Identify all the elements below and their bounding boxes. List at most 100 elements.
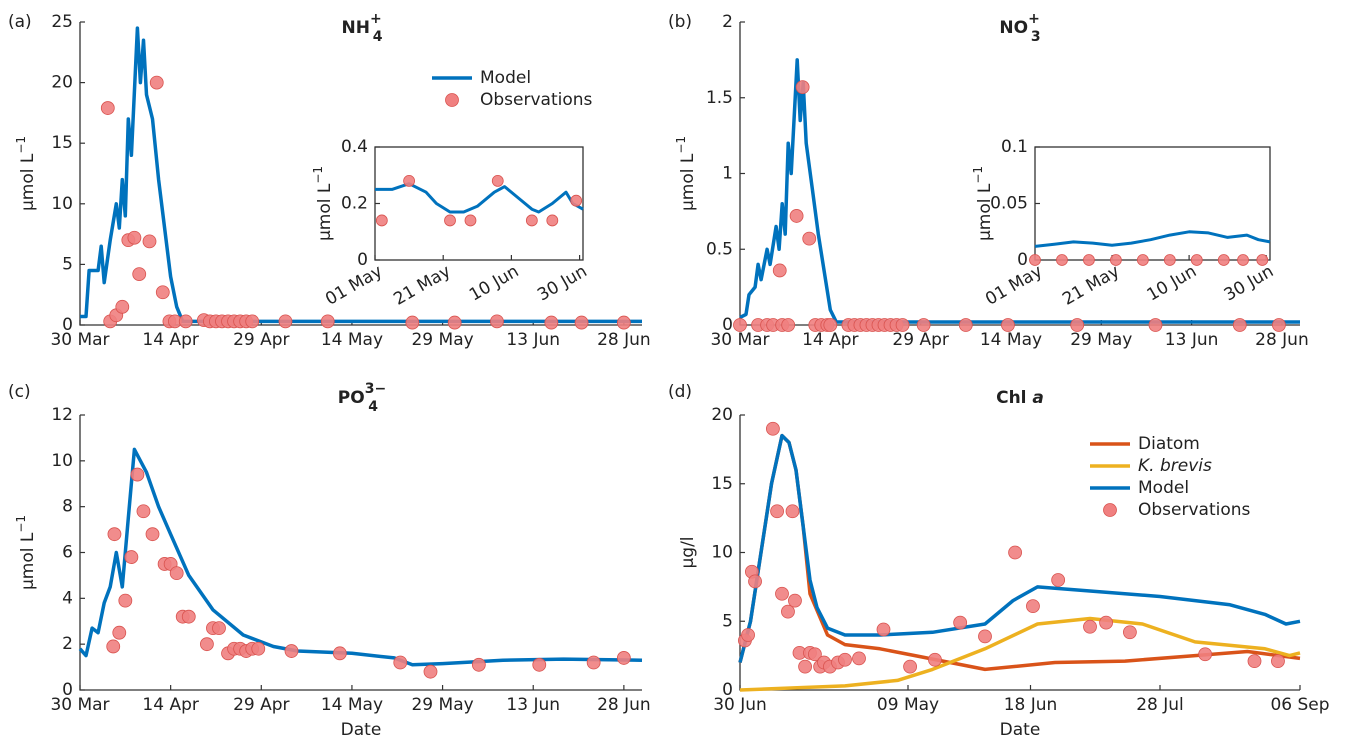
- observation-point: [145, 527, 160, 542]
- chart-title-sup: 3−: [365, 381, 386, 397]
- x-tick-label: 29 May: [1070, 330, 1132, 350]
- observation-point: [958, 318, 973, 332]
- observation-point: [142, 234, 157, 249]
- chart-title-text: PO: [338, 388, 365, 408]
- observation-point: [546, 214, 559, 227]
- x-tick-label: 01 May: [982, 261, 1046, 309]
- y-axis-label-sup: −1: [14, 515, 28, 533]
- x-tick-label: 14 Apr: [802, 330, 858, 350]
- observation-point: [149, 75, 164, 90]
- observation-point: [789, 209, 804, 223]
- y-tick-label: 20: [51, 73, 73, 93]
- observation-point: [1026, 599, 1040, 614]
- observation-point: [278, 314, 293, 329]
- legend-label: Observations: [1138, 500, 1251, 520]
- y-tick-label: 10: [51, 194, 73, 214]
- observation-point: [444, 214, 456, 227]
- observation-point: [155, 285, 170, 300]
- observation-point: [532, 657, 547, 672]
- x-tick-label: 29 May: [411, 695, 473, 715]
- observation-point: [748, 574, 762, 589]
- observation-point: [781, 318, 796, 332]
- x-tick-label: 14 Apr: [142, 695, 198, 715]
- legend-swatch: [445, 93, 459, 107]
- y-tick-label: 12: [51, 405, 73, 425]
- observation-point: [423, 664, 438, 679]
- observation-point: [1217, 254, 1230, 266]
- observation-point: [823, 318, 838, 332]
- observation-point: [471, 657, 486, 672]
- observation-point: [107, 527, 122, 542]
- line-series: [739, 616, 1301, 692]
- y-axis-label: μmol L−1: [674, 136, 699, 211]
- x-tick-label: 29 May: [411, 330, 473, 350]
- observation-point: [136, 504, 151, 519]
- observation-point: [808, 647, 822, 662]
- observation-point: [1099, 615, 1113, 630]
- x-tick-label: 14 May: [321, 330, 383, 350]
- x-tick-label: 10 Jun: [466, 261, 522, 305]
- panel-label: (c): [8, 382, 31, 402]
- observation-point: [132, 267, 147, 281]
- line-series: [375, 182, 584, 214]
- x-tick-label: 29 Apr: [233, 330, 289, 350]
- y-tick-label: 0.5: [706, 239, 733, 259]
- observation-point: [405, 315, 420, 330]
- observation-point: [788, 593, 802, 608]
- chart-title-text: NO: [999, 18, 1028, 38]
- observation-point: [916, 318, 931, 332]
- y-tick-label: 0: [62, 680, 73, 700]
- x-tick-label: 13 Jun: [1165, 330, 1219, 350]
- observation-point: [1271, 654, 1285, 669]
- observation-point: [1198, 647, 1213, 662]
- panel-label: (a): [8, 12, 32, 32]
- observation-point: [490, 314, 504, 329]
- observation-point: [251, 641, 266, 656]
- x-tick-label: 21 May: [1059, 261, 1123, 309]
- panel-label: (b): [668, 12, 692, 32]
- observation-point: [112, 625, 127, 640]
- observation-point: [106, 639, 121, 654]
- observation-point: [115, 299, 130, 314]
- observation-point: [1190, 254, 1203, 266]
- chart-title-sup: +: [1028, 11, 1040, 27]
- x-tick-label: 10 Jun: [1144, 261, 1200, 305]
- x-tick-label: 30 Jun: [534, 261, 590, 305]
- x-tick-label: 28 Jul: [1136, 695, 1184, 715]
- x-axis-label: Date: [1000, 720, 1041, 740]
- y-tick-label: 0: [722, 315, 733, 335]
- legend-label: Model: [1138, 478, 1189, 498]
- y-axis-label-sup: −1: [674, 136, 688, 154]
- observation-point: [1056, 254, 1068, 266]
- y-axis-label: μmol L−1: [14, 136, 39, 211]
- chart-title-sup: +: [370, 11, 382, 27]
- chart-title-text: Chl: [996, 388, 1026, 408]
- y-tick-label: 1.5: [706, 88, 733, 108]
- x-tick-label: 14 Apr: [142, 330, 198, 350]
- line-series: [738, 433, 1301, 663]
- x-tick-label: 30 Jun: [1221, 261, 1277, 305]
- x-axis-label: Date: [341, 720, 382, 740]
- observation-point: [124, 550, 139, 564]
- panel-label: (d): [668, 382, 692, 402]
- observation-point: [1083, 254, 1095, 266]
- observation-point: [491, 174, 504, 187]
- y-tick-label: 15: [51, 133, 73, 153]
- y-axis-label-text: μmol L: [18, 532, 38, 590]
- y-tick-label: 0.05: [990, 194, 1028, 214]
- x-tick-label: 01 May: [322, 261, 386, 309]
- y-tick-label: 6: [62, 543, 73, 563]
- observation-point: [1001, 318, 1015, 332]
- x-tick-label: 30 Mar: [50, 695, 109, 715]
- observation-point: [781, 604, 795, 619]
- observation-point: [1256, 254, 1269, 266]
- x-tick-label: 14 May: [980, 330, 1042, 350]
- line-series: [1034, 230, 1271, 248]
- observation-point: [876, 622, 891, 637]
- observation-point: [772, 263, 787, 278]
- y-tick-label: 8: [62, 497, 73, 517]
- y-tick-label: 0: [1017, 250, 1028, 270]
- observation-point: [403, 174, 415, 187]
